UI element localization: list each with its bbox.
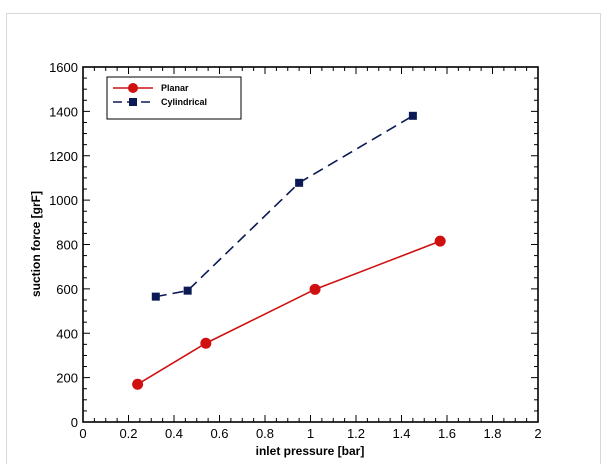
y-tick-label: 1600 (49, 60, 78, 75)
y-tick-label: 200 (56, 371, 78, 386)
planar-point (309, 283, 321, 295)
y-tick-label: 1200 (49, 149, 78, 164)
legend: Planar Cylindrical (106, 76, 242, 120)
cylindrical-legend-marker (129, 98, 137, 106)
x-tick-label: 2 (534, 426, 541, 441)
y-axis-title: suction force [grF] (29, 191, 43, 297)
cylindrical-point (183, 286, 192, 295)
planar-point (200, 337, 212, 349)
y-tick-label: 600 (56, 282, 78, 297)
cylindrical-point (295, 178, 304, 187)
x-tick-label: 0 (79, 426, 86, 441)
x-axis: 0 0.2 0.4 0.6 0.8 1 1.2 1.4 1.6 1.8 2 (79, 67, 542, 441)
y-tick-label: 400 (56, 326, 78, 341)
cylindrical-point (151, 292, 160, 301)
y-axis: 0 200 400 600 800 1000 1200 1400 1600 (49, 60, 538, 430)
cylindrical-series-line (155, 115, 414, 298)
x-tick-label: 0.6 (210, 426, 228, 441)
x-axis-title: inlet pressure [bar] (256, 444, 365, 458)
x-tick-label: 1.4 (392, 426, 410, 441)
figure-frame (6, 13, 601, 464)
series-layer (132, 111, 446, 390)
planar-point (434, 235, 446, 247)
y-tick-label: 800 (56, 238, 78, 253)
x-tick-label: 0.4 (165, 426, 183, 441)
x-tick-label: 1.8 (483, 426, 501, 441)
x-tick-label: 0.8 (256, 426, 274, 441)
y-tick-label: 1400 (49, 104, 78, 119)
cylindrical-legend-label: Cylindrical (161, 97, 207, 107)
x-tick-label: 1.6 (438, 426, 456, 441)
y-tick-label: 0 (71, 415, 78, 430)
planar-legend-label: Planar (161, 83, 189, 93)
cylindrical-point (408, 111, 417, 120)
x-tick-label: 0.2 (119, 426, 137, 441)
planar-point (132, 378, 144, 390)
x-tick-label: 1.2 (347, 426, 365, 441)
planar-legend-marker (128, 83, 138, 93)
x-tick-label: 1 (307, 426, 314, 441)
plot-area (82, 66, 539, 423)
y-tick-label: 1000 (49, 193, 78, 208)
planar-series-line (137, 240, 441, 385)
